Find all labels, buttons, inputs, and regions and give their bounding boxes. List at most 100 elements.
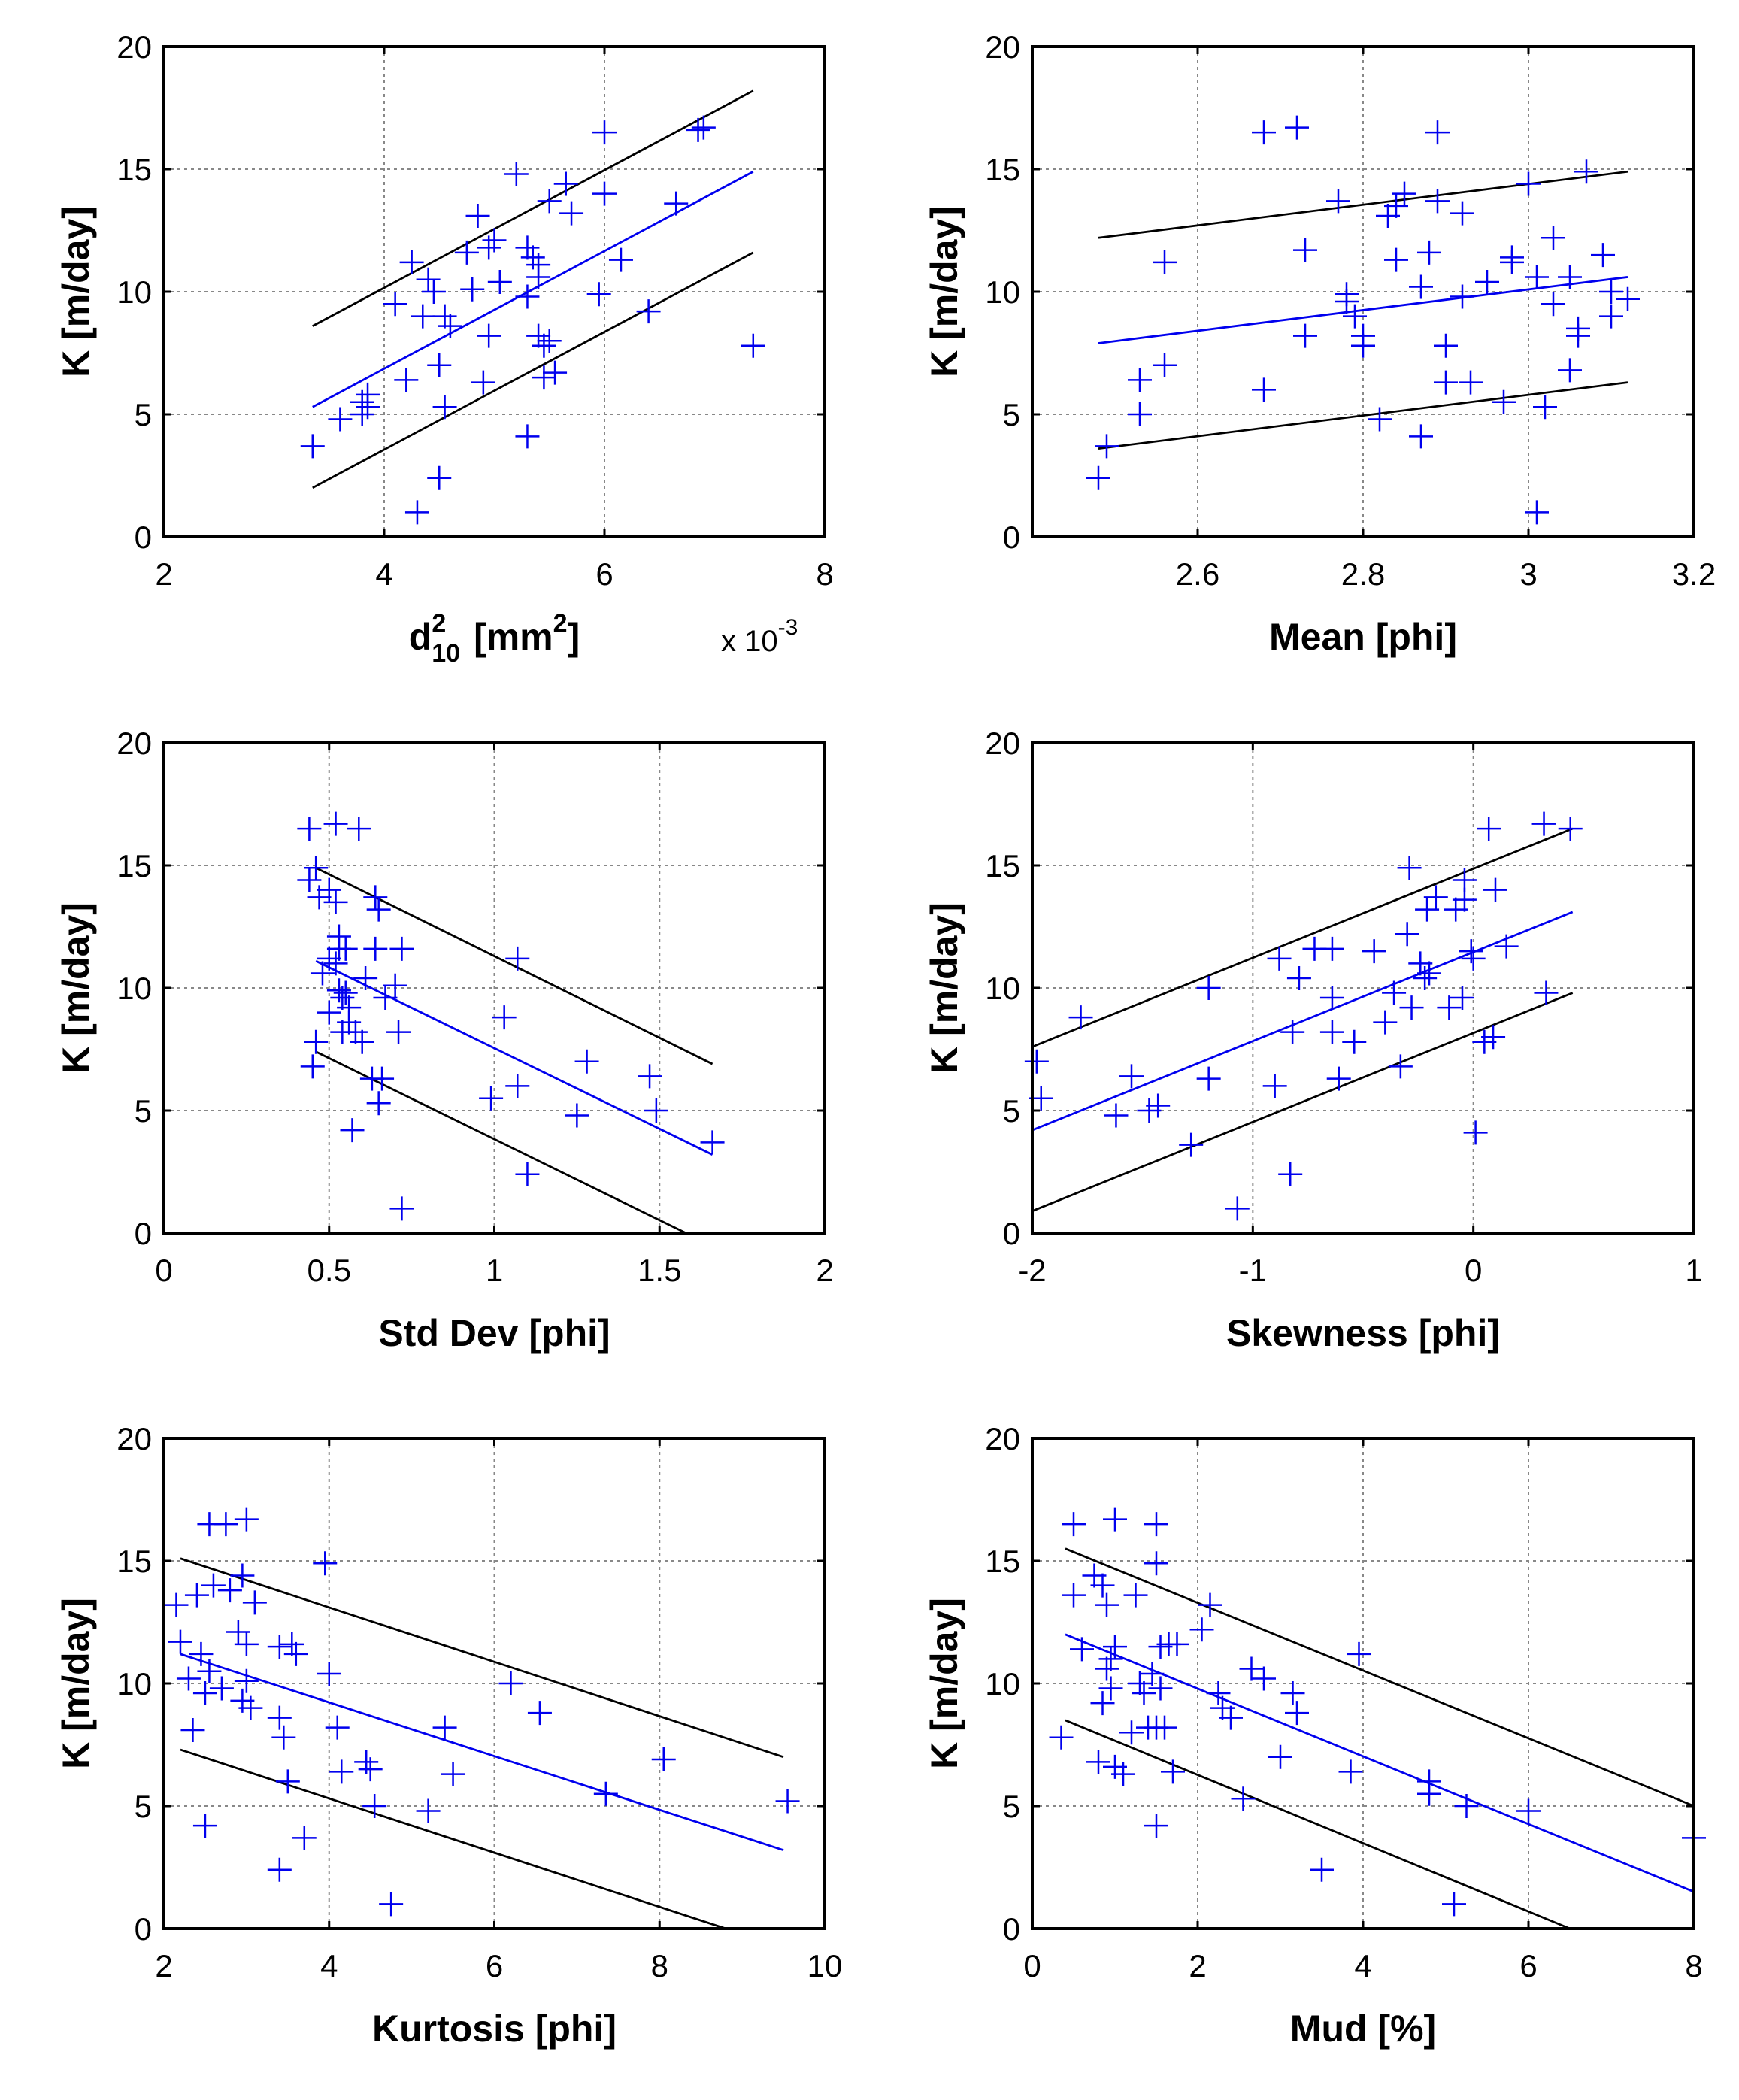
data-point xyxy=(267,1705,292,1730)
data-point xyxy=(465,203,490,228)
data-point xyxy=(330,986,355,1011)
x-tick-label: 3.2 xyxy=(1672,556,1716,592)
data-point xyxy=(226,1620,250,1644)
data-point xyxy=(354,1750,379,1774)
data-point xyxy=(1335,282,1359,307)
y-axis-label: K [m/day] xyxy=(923,206,965,377)
data-point xyxy=(1319,936,1344,961)
data-point xyxy=(1351,323,1375,348)
data-point xyxy=(1090,1691,1115,1716)
data-point xyxy=(1384,247,1408,272)
data-point xyxy=(1450,201,1474,226)
data-point xyxy=(1534,980,1559,1005)
y-tick-label: 15 xyxy=(117,848,152,883)
data-point xyxy=(471,370,495,395)
data-point xyxy=(532,365,556,390)
data-point xyxy=(1319,1020,1344,1044)
data-point xyxy=(1104,1103,1129,1128)
fit-line xyxy=(1032,911,1574,1132)
data-point xyxy=(168,1629,192,1654)
x-tick-label: 6 xyxy=(486,1948,503,1983)
data-point xyxy=(1362,939,1386,964)
data-point xyxy=(1231,1786,1256,1811)
data-point xyxy=(1591,243,1615,268)
y-tick-label: 5 xyxy=(135,1093,152,1129)
data-point xyxy=(574,1049,599,1074)
data-point xyxy=(1090,1573,1115,1598)
data-point xyxy=(350,1029,374,1054)
data-point xyxy=(559,201,584,226)
data-point xyxy=(1179,1132,1204,1157)
y-tick-label: 20 xyxy=(117,29,152,65)
data-point xyxy=(394,368,419,392)
x-tick-label: 2 xyxy=(155,1948,172,1983)
data-point xyxy=(180,1717,205,1742)
data-point xyxy=(477,323,501,348)
data-point xyxy=(416,1798,441,1823)
data-point xyxy=(526,253,551,277)
data-point xyxy=(1409,424,1433,449)
y-tick-label: 20 xyxy=(985,29,1020,65)
y-axis-label: K [m/day] xyxy=(923,1598,965,1769)
data-point xyxy=(234,1507,259,1532)
data-point xyxy=(438,314,462,338)
data-point xyxy=(1225,1196,1250,1221)
data-point xyxy=(1140,1661,1165,1686)
data-point xyxy=(1459,939,1483,964)
data-point xyxy=(234,1668,259,1693)
data-point xyxy=(1267,946,1292,971)
data-point xyxy=(1326,1066,1351,1091)
fit-line xyxy=(1065,1633,1695,1893)
data-point xyxy=(504,162,529,186)
data-point xyxy=(1153,1715,1177,1740)
fit-line xyxy=(180,1653,784,1852)
data-point xyxy=(271,1725,296,1750)
x-tick-label: 2 xyxy=(816,1253,833,1288)
data-point xyxy=(340,1118,365,1143)
data-point xyxy=(477,235,501,260)
data-point xyxy=(686,117,710,142)
data-point xyxy=(1280,1020,1305,1044)
x-tick-label: 1.5 xyxy=(638,1253,681,1288)
data-point xyxy=(487,269,512,294)
data-point xyxy=(1086,465,1110,490)
data-point xyxy=(343,1020,368,1044)
y-tick-label: 5 xyxy=(1003,1789,1020,1824)
x-axis-label: Skewness [phi] xyxy=(1226,1312,1500,1354)
data-point xyxy=(651,1747,676,1772)
data-point xyxy=(1280,1681,1305,1706)
lower-bound-line xyxy=(180,1748,726,1930)
data-point xyxy=(1525,265,1549,289)
data-point xyxy=(164,1592,189,1617)
data-point xyxy=(1111,1762,1135,1786)
data-point xyxy=(1153,250,1177,274)
data-point xyxy=(1347,1641,1371,1666)
data-point xyxy=(317,946,341,971)
data-point xyxy=(1103,1635,1127,1659)
data-point xyxy=(283,1641,308,1666)
data-point xyxy=(297,817,322,841)
x-tick-label: 0.5 xyxy=(308,1253,351,1288)
data-point xyxy=(1417,961,1441,986)
data-point xyxy=(192,1814,217,1838)
data-point xyxy=(1198,1592,1222,1617)
data-point xyxy=(505,1074,530,1098)
data-point xyxy=(1252,377,1276,402)
data-point xyxy=(664,191,689,216)
data-point xyxy=(1293,323,1317,348)
y-axis-label: K [m/day] xyxy=(55,902,97,1074)
data-point xyxy=(197,1659,222,1683)
data-point xyxy=(389,936,414,961)
y-tick-label: 0 xyxy=(135,1911,152,1947)
data-point xyxy=(593,1781,618,1806)
data-point xyxy=(1558,817,1583,841)
data-point xyxy=(356,382,380,407)
data-point xyxy=(515,284,540,309)
data-point xyxy=(366,897,391,922)
data-point xyxy=(553,171,578,196)
data-point xyxy=(1384,193,1408,218)
data-point xyxy=(1103,1507,1127,1532)
data-point xyxy=(267,1635,292,1659)
x-tick-label: 2.8 xyxy=(1341,556,1385,592)
